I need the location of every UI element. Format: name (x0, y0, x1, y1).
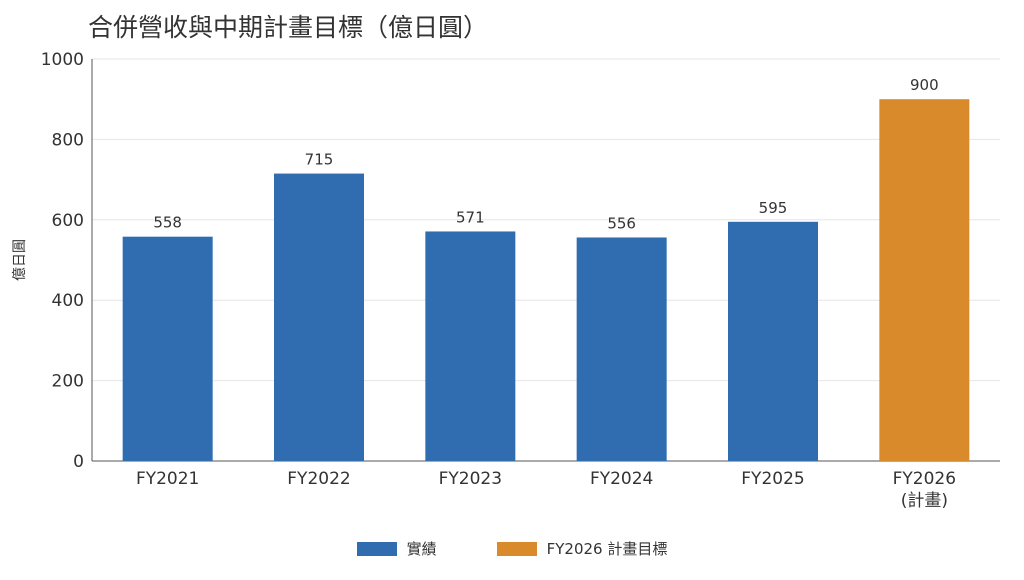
x-tick-label: FY2021 (136, 469, 199, 489)
x-tick-label: FY2024 (590, 469, 653, 489)
legend-label-plan: FY2026 計畫目標 (546, 540, 668, 558)
bar-plan (879, 99, 970, 461)
bar-actual (728, 221, 818, 461)
data-label: 715 (305, 151, 334, 169)
y-axis-label: 億日圓 (12, 239, 28, 281)
bar-actual (122, 236, 213, 461)
y-tick-label: 1000 (41, 50, 84, 70)
x-tick-label: FY2023 (439, 469, 502, 489)
legend: 實績 FY2026 計畫目標 (0, 538, 1024, 559)
bar-actual (425, 231, 516, 461)
data-label: 900 (910, 76, 939, 94)
x-tick-label: FY2025 (741, 469, 804, 489)
data-label: 556 (607, 214, 636, 232)
y-tick-label: 0 (73, 452, 84, 472)
y-tick-label: 800 (52, 130, 84, 150)
x-tick-label: (計畫) (901, 491, 948, 511)
y-tick-label: 400 (52, 291, 84, 311)
y-tick-label: 600 (52, 211, 84, 231)
x-tick-label: FY2026 (893, 469, 956, 489)
legend-label-actual: 實績 (406, 540, 437, 558)
y-tick-label: 200 (52, 372, 84, 392)
data-label: 571 (456, 208, 485, 226)
legend-item-actual: 實績 (356, 538, 437, 559)
x-tick-label: FY2022 (287, 469, 350, 489)
data-label: 558 (153, 214, 182, 232)
legend-swatch-actual (356, 541, 397, 556)
bar-actual (274, 173, 364, 461)
data-label: 595 (759, 199, 788, 217)
legend-item-plan: FY2026 計畫目標 (496, 538, 668, 559)
legend-swatch-plan (496, 541, 537, 556)
bar-actual (576, 237, 667, 461)
chart-title: 合併營收與中期計畫目標（億日圓） (88, 13, 489, 42)
